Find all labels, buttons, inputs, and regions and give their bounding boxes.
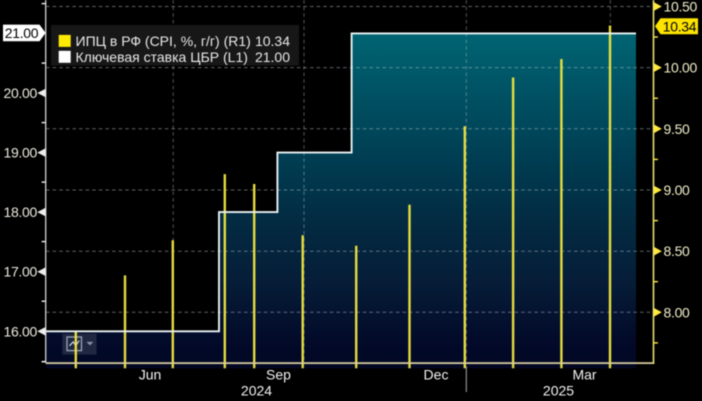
svg-text:8.50: 8.50 <box>664 243 691 259</box>
svg-text:18.00: 18.00 <box>3 204 37 220</box>
svg-text:10.00: 10.00 <box>664 60 698 76</box>
svg-text:2025: 2025 <box>543 383 574 399</box>
svg-text:10.34: 10.34 <box>255 33 290 49</box>
svg-text:Ключевая ставка ЦБР (L1): Ключевая ставка ЦБР (L1) <box>76 49 248 65</box>
svg-text:2024: 2024 <box>241 383 272 399</box>
svg-text:8.00: 8.00 <box>664 304 691 320</box>
svg-text:10.34: 10.34 <box>663 18 697 34</box>
svg-text:20.00: 20.00 <box>3 85 37 101</box>
svg-text:16.00: 16.00 <box>3 323 37 339</box>
svg-text:21.00: 21.00 <box>5 25 39 41</box>
svg-text:Dec: Dec <box>424 367 449 383</box>
svg-text:17.00: 17.00 <box>3 264 37 280</box>
svg-text:21.00: 21.00 <box>255 49 290 65</box>
svg-text:19.00: 19.00 <box>3 145 37 161</box>
svg-text:9.00: 9.00 <box>664 182 691 198</box>
svg-text:Jun: Jun <box>139 367 162 383</box>
svg-text:10.50: 10.50 <box>664 0 698 15</box>
svg-text:ИПЦ в РФ (CPI, %, г/г) (R1): ИПЦ в РФ (CPI, %, г/г) (R1) <box>76 33 251 49</box>
svg-text:Mar: Mar <box>572 367 596 383</box>
svg-text:9.50: 9.50 <box>664 121 691 137</box>
svg-text:Sep: Sep <box>266 367 291 383</box>
